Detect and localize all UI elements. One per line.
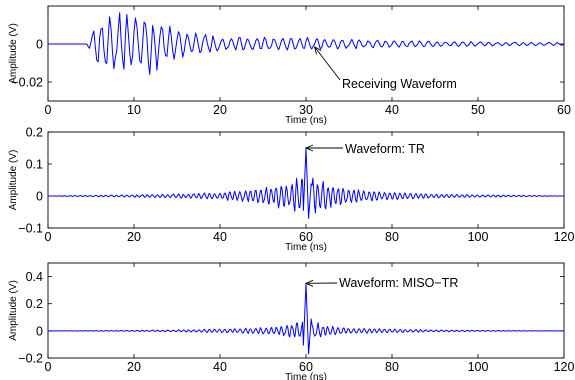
y-tick-label: −0.02 [11, 76, 43, 90]
x-tick-label: 50 [471, 103, 485, 117]
x-tick-label: 100 [468, 230, 489, 244]
x-axis-label: Time (ns) [285, 115, 327, 126]
y-tick-label: 0.1 [26, 158, 43, 172]
y-tick-label: 0.2 [26, 297, 43, 311]
annotation-arrow-head [313, 45, 322, 55]
waveform-line [47, 147, 565, 219]
annotation-arrow-head [304, 279, 314, 287]
x-axis-label: Time (ns) [285, 372, 327, 380]
annotation-arrow-head [304, 144, 314, 152]
x-tick-label: 40 [213, 360, 227, 374]
x-tick-label: 0 [45, 360, 52, 374]
y-axis-label: Amplitude (V) [8, 23, 19, 84]
annotation-label: Waveform: MISO−TR [339, 276, 458, 290]
y-axis-label: Amplitude (V) [8, 150, 19, 211]
x-tick-label: 120 [554, 230, 575, 244]
annotation-label: Receiving Waveform [342, 77, 457, 91]
y-tick-label: 0 [36, 324, 43, 338]
x-tick-label: 0 [45, 230, 52, 244]
x-tick-label: 120 [554, 360, 575, 374]
x-tick-label: 40 [385, 103, 399, 117]
y-tick-label: 0.2 [26, 126, 43, 140]
y-tick-label: −0.2 [18, 352, 43, 366]
x-tick-label: 80 [385, 230, 399, 244]
waveform-line [48, 12, 565, 75]
annotation-arrow-shaft [314, 46, 341, 81]
x-tick-label: 40 [213, 230, 227, 244]
x-tick-label: 60 [557, 103, 571, 117]
x-tick-label: 20 [127, 230, 141, 244]
x-tick-label: 60 [299, 360, 313, 374]
y-axis-label: Amplitude (V) [8, 280, 19, 341]
x-axis-label: Time (ns) [285, 242, 327, 253]
annotation-label: Waveform: TR [345, 142, 425, 156]
x-tick-label: 60 [299, 230, 313, 244]
x-tick-label: 20 [127, 360, 141, 374]
waveform-line [47, 282, 564, 355]
y-tick-label: 0 [36, 190, 43, 204]
y-tick-label: 0 [36, 38, 43, 52]
y-tick-label: 0.4 [26, 270, 43, 284]
x-tick-label: 10 [127, 103, 141, 117]
y-tick-label: −0.1 [18, 222, 43, 236]
x-tick-label: 30 [299, 103, 313, 117]
x-tick-label: 20 [213, 103, 227, 117]
x-tick-label: 0 [45, 103, 52, 117]
x-tick-label: 100 [468, 360, 489, 374]
x-tick-label: 80 [385, 360, 399, 374]
